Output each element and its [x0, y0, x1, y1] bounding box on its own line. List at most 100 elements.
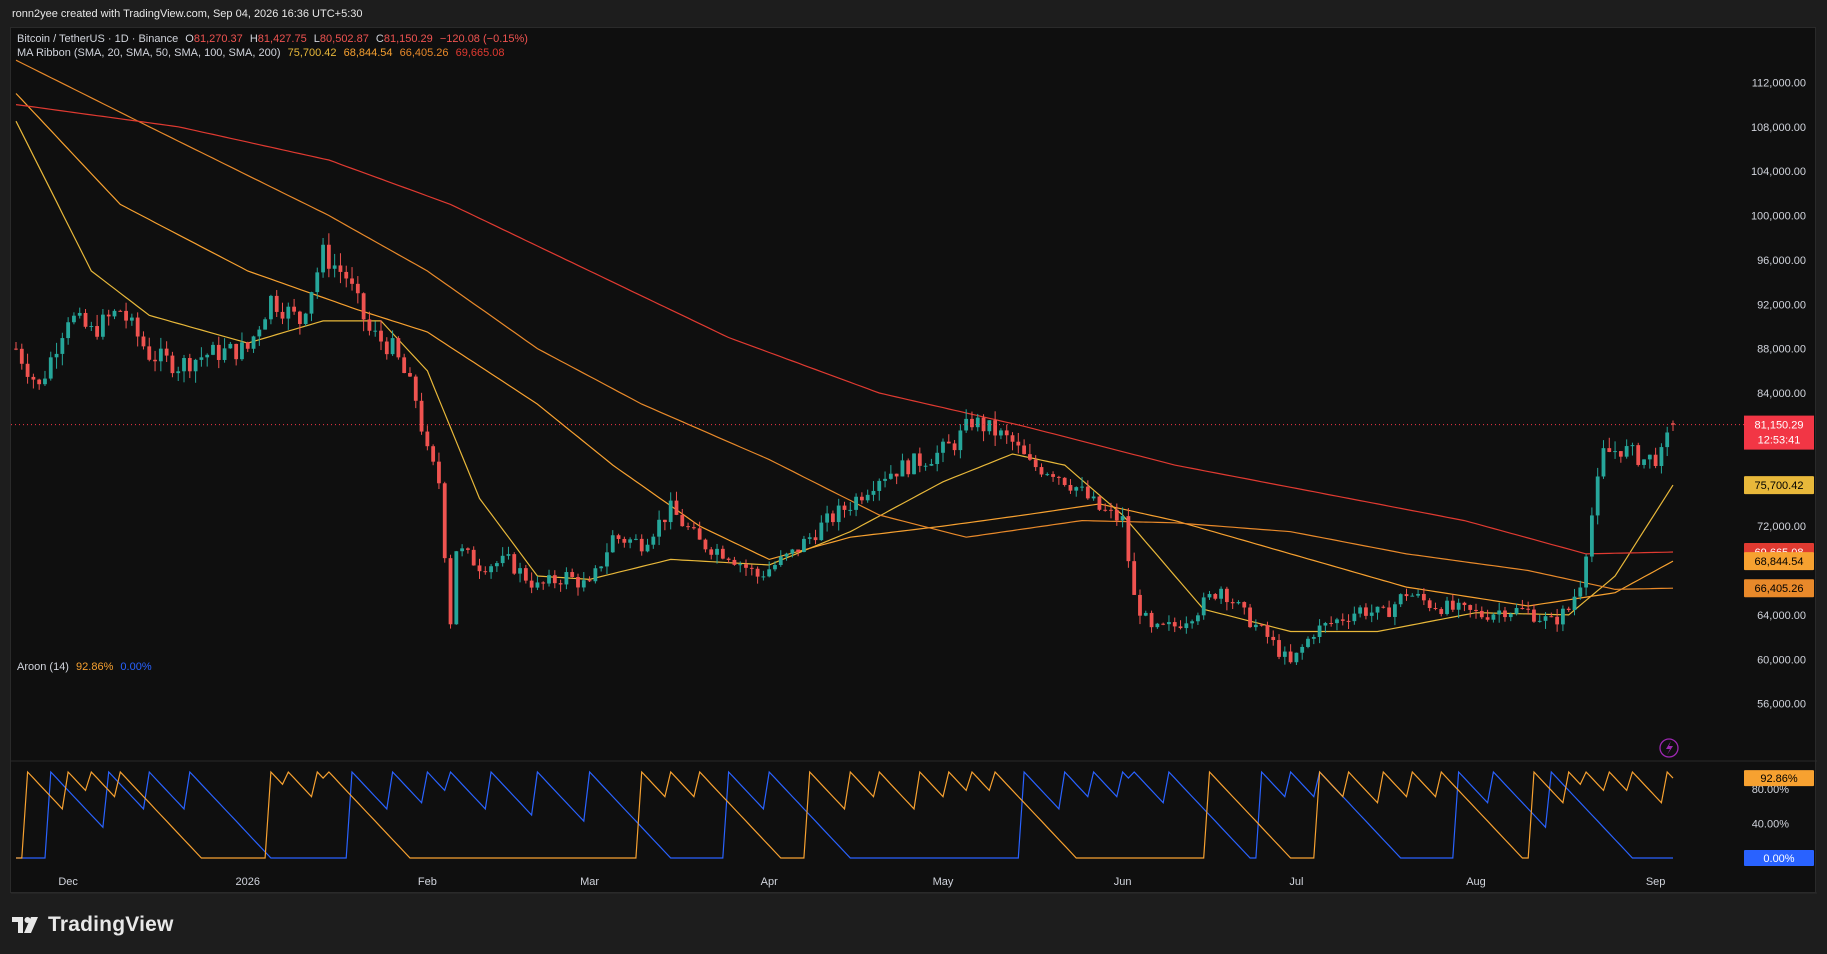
candle-body [413, 376, 418, 401]
candle-body [836, 505, 841, 523]
candle-body [141, 336, 146, 347]
candle [466, 547, 470, 554]
candle [1155, 622, 1160, 629]
candle-body [1393, 604, 1397, 617]
candle [1294, 652, 1299, 665]
last-price-badge: 81,150.29 12:53:41 [1744, 415, 1814, 450]
candle-body [859, 496, 864, 501]
candle [66, 317, 71, 345]
candle-body [1369, 612, 1374, 616]
candle [1085, 480, 1090, 500]
candle [802, 535, 806, 553]
candle-body [280, 311, 285, 319]
candle-body [709, 549, 714, 555]
candle [1462, 601, 1467, 612]
candle [547, 569, 551, 587]
candle [1039, 463, 1044, 478]
ohlc-change: −120.08 (−0.15%) [439, 33, 528, 45]
candle [790, 548, 795, 558]
candle [1306, 636, 1310, 649]
candle-body [593, 568, 598, 582]
time-tick-label: Jul [1289, 876, 1303, 888]
candle-body [523, 568, 528, 581]
candle-body [1335, 619, 1339, 624]
candle [483, 566, 488, 575]
candle-body [1572, 596, 1577, 610]
candle [106, 309, 111, 326]
candle-body [1671, 423, 1675, 425]
candle-body [1491, 614, 1496, 620]
candle [1027, 443, 1032, 461]
candle-body [941, 441, 945, 453]
candle-body [448, 558, 453, 625]
candle-body [1537, 620, 1542, 622]
candle-body [477, 565, 482, 572]
candle [715, 543, 719, 564]
candle [1566, 606, 1571, 612]
chart-credit: ronn2yee created with TradingView.com, S… [12, 8, 363, 20]
candle-body [1456, 602, 1461, 610]
candle-body [552, 575, 557, 584]
candle-body [1340, 619, 1345, 621]
chart-canvas[interactable]: 112,000.00 108,000.00 104,000.00 100,000.00… [11, 28, 1817, 894]
candle-body [390, 338, 395, 355]
candle [1514, 603, 1519, 616]
candle-body [350, 278, 354, 284]
candle-body [129, 317, 134, 321]
candle [274, 290, 279, 318]
candle [19, 343, 24, 370]
candle [946, 434, 951, 444]
candle-body [1300, 646, 1305, 653]
candle [1358, 605, 1363, 618]
candle-body [605, 552, 609, 567]
ma-line-sma100 [15, 59, 1674, 591]
candle-body [431, 446, 436, 462]
candle [1421, 588, 1426, 606]
candle [60, 332, 65, 366]
candle [1572, 588, 1577, 616]
candle [865, 489, 870, 503]
price-tick-label: 84,000.00 [1757, 388, 1806, 400]
candle [964, 409, 969, 433]
aroon-up-badge-text: 92.86% [1760, 773, 1798, 785]
candle [1311, 634, 1316, 645]
candle-body [147, 346, 152, 360]
aroon-legend[interactable]: Aroon (14) 92.86% 0.00% [17, 661, 156, 673]
chart-frame[interactable]: 112,000.00 108,000.00 104,000.00 100,000.00… [10, 27, 1817, 894]
candle [332, 253, 337, 278]
candle-body [1665, 432, 1670, 448]
candle [599, 566, 604, 572]
candle-body [622, 538, 627, 543]
candle-body [1091, 496, 1096, 499]
ma-ribbon-legend[interactable]: MA Ribbon (SMA, 20, SMA, 50, SMA, 100, S… [17, 47, 509, 59]
candle-body [1618, 451, 1623, 457]
candle [1636, 442, 1641, 467]
candle-body [367, 319, 372, 331]
candle [1503, 606, 1507, 622]
candle [1364, 603, 1368, 620]
symbol-legend[interactable]: Bitcoin / TetherUS · 1D · Binance O81,27… [17, 33, 532, 45]
brand-footer[interactable]: TradingView [12, 913, 174, 937]
candle-body [512, 554, 517, 574]
candle-body [819, 522, 824, 541]
candle-body [518, 568, 522, 574]
candle-body [1595, 476, 1600, 516]
candle [1416, 589, 1420, 598]
candle [749, 564, 754, 576]
candle [854, 493, 858, 517]
candle-body [674, 500, 679, 515]
candle-body [245, 342, 250, 349]
candle-body [1004, 430, 1009, 436]
candle [1474, 603, 1478, 619]
candle [454, 550, 459, 625]
price-tick-label: 112,000.00 [1752, 77, 1806, 89]
candle-body [894, 473, 899, 477]
candle-body [1601, 448, 1606, 477]
candle-body [1642, 459, 1646, 465]
candle-body [813, 537, 818, 541]
gridlines [11, 760, 1817, 894]
candle-body [691, 527, 696, 529]
lightning-icon[interactable] [1659, 738, 1679, 758]
candle-body [1381, 606, 1386, 608]
candle-body [1468, 605, 1473, 610]
